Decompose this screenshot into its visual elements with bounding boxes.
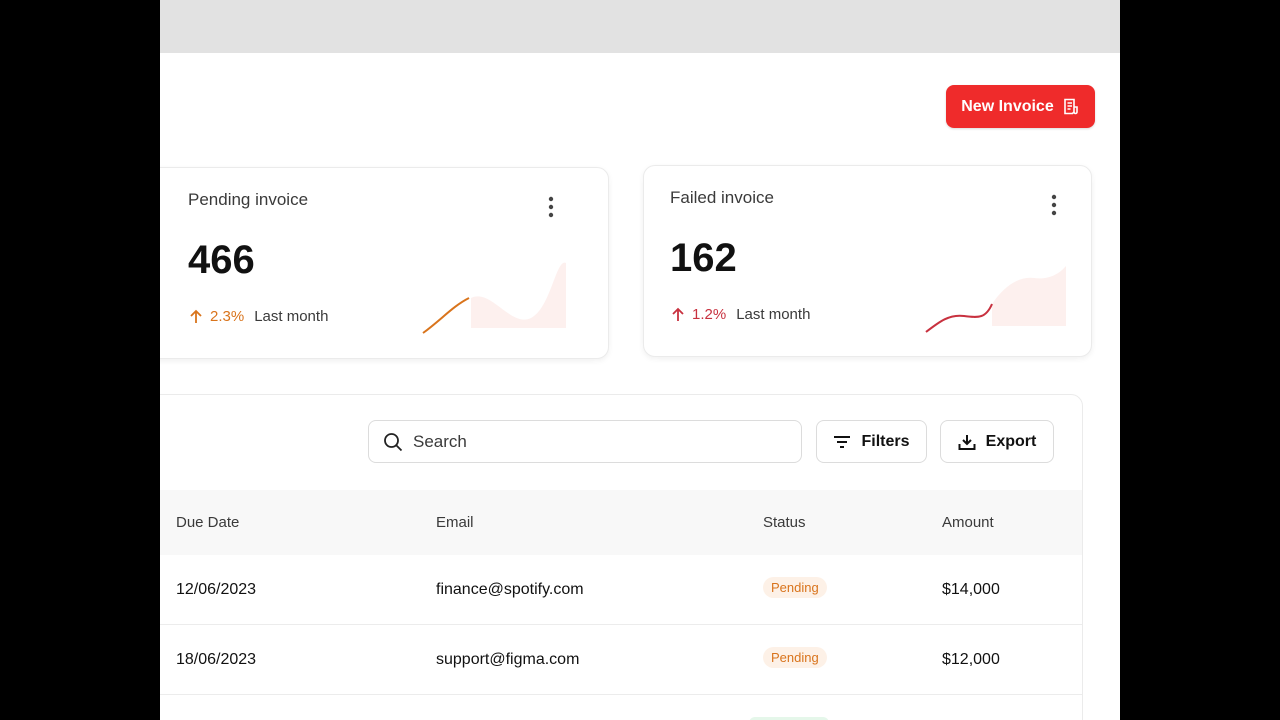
card-title: Pending invoice [188, 190, 309, 209]
column-header-due-date[interactable]: Due Date [176, 514, 240, 531]
kebab-menu-icon[interactable] [1050, 194, 1058, 218]
top-bar [160, 0, 1120, 53]
new-invoice-button[interactable]: New Invoice [946, 85, 1095, 128]
trend-percent: 1.2% [692, 306, 727, 323]
cell-email: support@figma.com [436, 651, 580, 668]
column-header-email[interactable]: Email [436, 514, 474, 531]
status-badge-partial [749, 717, 829, 720]
invoice-table-panel: Filters Export Due Date Email Status Amo… [160, 394, 1083, 720]
table-row[interactable]: 12/06/2023 finance@spotify.com Pending $… [160, 555, 1082, 625]
card-trend: 1.2% Last month [670, 306, 810, 323]
card-value: 466 [188, 238, 255, 282]
export-button[interactable]: Export [940, 420, 1054, 463]
cell-amount: $12,000 [942, 651, 1000, 668]
pending-invoice-card: Pending invoice 466 2.3% Last month [160, 167, 609, 359]
failed-invoice-card: Failed invoice 162 1.2% Last month [643, 165, 1092, 357]
filter-icon [834, 435, 851, 448]
trend-percent: 2.3% [210, 308, 245, 325]
kebab-menu-icon[interactable] [547, 196, 555, 220]
sparkline-chart [422, 262, 566, 334]
arrow-up-icon [190, 309, 202, 323]
export-label: Export [985, 432, 1037, 450]
column-header-amount[interactable]: Amount [942, 514, 994, 531]
search-icon [384, 432, 403, 451]
sparkline-chart [925, 266, 1066, 333]
filters-label: Filters [861, 432, 910, 450]
column-header-status[interactable]: Status [763, 514, 806, 531]
trend-label: Last month [254, 308, 329, 325]
filters-button[interactable]: Filters [816, 420, 927, 463]
invoice-doc-icon [1063, 98, 1078, 114]
card-trend: 2.3% Last month [188, 308, 328, 325]
cell-email: finance@spotify.com [436, 581, 584, 598]
trend-label: Last month [736, 306, 811, 323]
cell-due-date: 12/06/2023 [176, 581, 257, 598]
cell-due-date: 18/06/2023 [176, 651, 257, 668]
search-box[interactable] [368, 420, 802, 463]
download-icon [958, 434, 976, 450]
app-window: New Invoice Pending invoice 466 2.3% Las… [160, 0, 1120, 720]
search-input[interactable] [413, 431, 773, 452]
status-badge: Pending [763, 647, 827, 668]
card-title: Failed invoice [670, 188, 774, 207]
arrow-up-icon [672, 307, 684, 321]
cell-amount: $14,000 [942, 581, 1000, 598]
card-value: 162 [670, 236, 737, 280]
new-invoice-label: New Invoice [961, 97, 1054, 115]
table-header: Due Date Email Status Amount [160, 490, 1082, 555]
status-badge: Pending [763, 577, 827, 598]
table-row[interactable]: 18/06/2023 support@figma.com Pending $12… [160, 625, 1082, 695]
